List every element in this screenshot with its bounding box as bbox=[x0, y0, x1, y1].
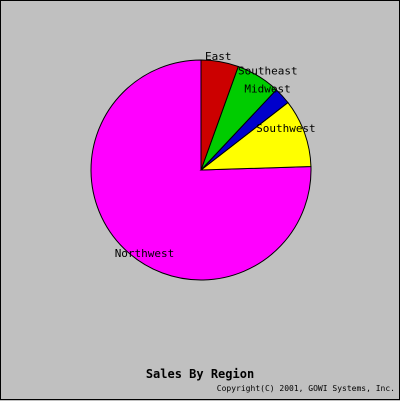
slice-label-northwest: Northwest bbox=[115, 247, 175, 260]
slice-label-southwest: Southwest bbox=[256, 122, 316, 135]
chart-title: Sales By Region bbox=[146, 367, 254, 381]
slice-label-east: East bbox=[205, 50, 232, 63]
slice-label-southeast: Southeast bbox=[238, 64, 298, 77]
slice-label-midwest: Midwest bbox=[244, 83, 290, 96]
chart-copyright: Copyright(C) 2001, GOWI Systems, Inc. bbox=[217, 384, 395, 393]
pie-slice-east bbox=[200, 59, 239, 171]
